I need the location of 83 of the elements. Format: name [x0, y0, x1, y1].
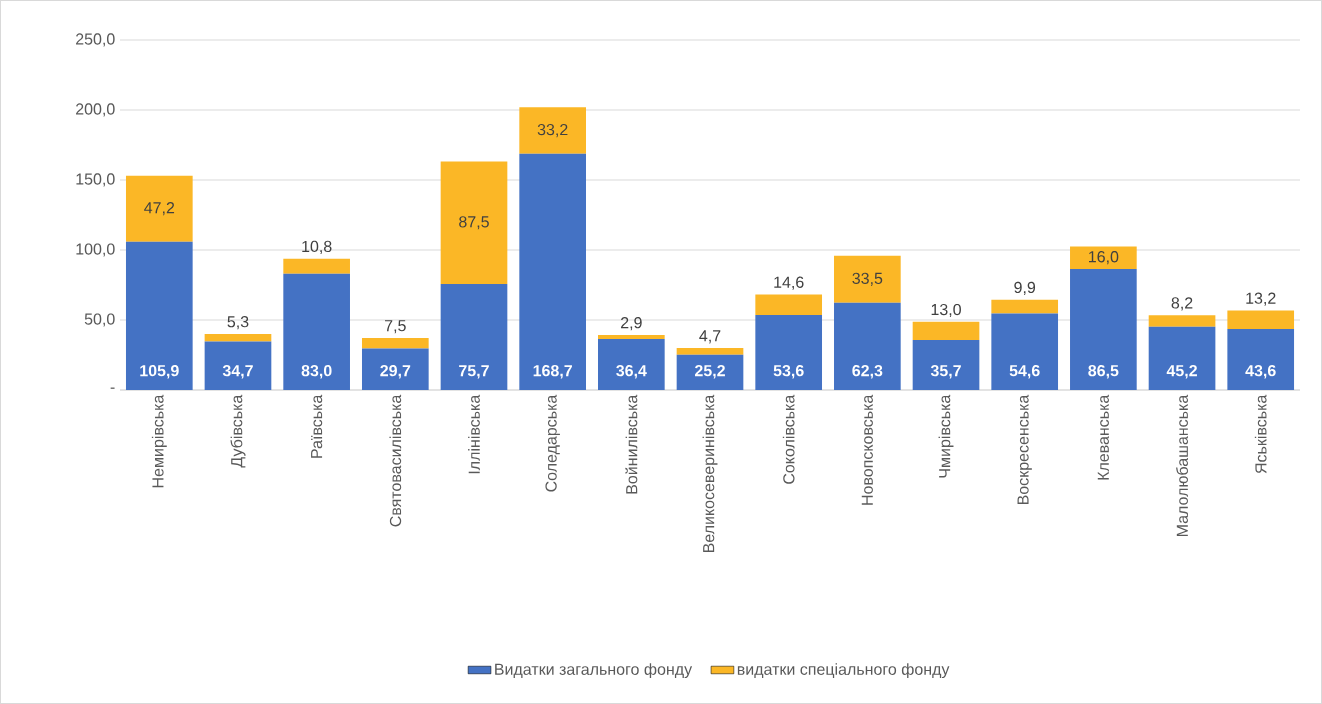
data-label: 45,2 [1166, 364, 1197, 379]
x-tick-label: Новопсковська [861, 394, 873, 505]
data-label: 2,9 [621, 317, 642, 331]
bar [204, 341, 272, 390]
bar [755, 314, 823, 390]
bar [598, 334, 665, 340]
data-label: 25,2 [695, 364, 725, 379]
data-label: 75,7 [459, 365, 489, 379]
x-tick-label: Соколівська [782, 394, 795, 484]
data-label: 8,2 [1171, 297, 1193, 311]
bar [1227, 310, 1295, 329]
data-label: 13,0 [931, 303, 961, 318]
x-tick-label: Соледарська [545, 394, 560, 492]
x-tick-label: Святовасилівська [389, 394, 402, 527]
data-label: 53,6 [773, 364, 804, 379]
x-tick-label: Клеванська [1097, 394, 1109, 480]
y-tick-label: 200,0 [76, 103, 115, 117]
data-label: 168,7 [533, 364, 572, 379]
data-label: 83,0 [301, 364, 332, 379]
y-tick-label: 250,0 [76, 33, 115, 47]
data-label: 62,3 [852, 364, 883, 379]
y-tick-label: 100,0 [76, 243, 115, 257]
y-tick-label: - [110, 387, 115, 389]
data-label: 33,5 [852, 272, 883, 286]
bar [519, 153, 586, 390]
bar [1070, 268, 1137, 390]
bar [204, 334, 272, 342]
x-tick-label: Раївська [311, 394, 323, 458]
bar [361, 348, 429, 390]
data-label: 35,7 [930, 364, 961, 379]
x-tick-label: Войнилівська [625, 394, 638, 494]
data-label: 34,7 [222, 364, 253, 379]
bar [361, 337, 429, 349]
data-label: 54,6 [1009, 364, 1040, 379]
bar [1070, 246, 1137, 269]
x-tick-label: Чмирівська [938, 394, 954, 478]
y-tick-label: 50,0 [84, 313, 115, 327]
data-label: 14,6 [774, 276, 804, 290]
x-tick-label: Малолюбашанська [1176, 394, 1188, 537]
data-label: 4,7 [699, 330, 721, 344]
bar [991, 299, 1059, 314]
bar [598, 339, 665, 390]
x-tick-label: Немирівська [151, 394, 167, 488]
legend-label: Видатки загального фонду [495, 663, 693, 679]
data-label: 16,0 [1089, 251, 1119, 265]
data-label: 10,8 [302, 240, 332, 254]
data-label: 43,6 [1245, 364, 1276, 379]
bar [125, 241, 193, 390]
bar [834, 302, 901, 390]
x-tick-label: Яськівська [1254, 394, 1267, 474]
bar [519, 107, 586, 154]
bar [676, 354, 744, 390]
data-label: 7,5 [385, 320, 406, 334]
data-label: 9,9 [1014, 281, 1036, 295]
data-label: 47,2 [144, 202, 175, 216]
x-tick-label: Дубівська [230, 394, 246, 468]
data-label: 87,5 [459, 216, 489, 230]
bar [1227, 328, 1295, 390]
legend-label: видатки спеціального фонду [737, 663, 950, 679]
data-label: 105,9 [140, 364, 179, 379]
data-label: 29,7 [380, 364, 411, 379]
bar [676, 348, 744, 355]
bar [912, 321, 980, 341]
bar [283, 258, 350, 274]
x-tick-label: Великосеверинівська [702, 394, 718, 553]
bar [991, 313, 1059, 390]
bar [440, 161, 508, 285]
x-tick-label: Іллінівська [468, 394, 480, 474]
bar [283, 273, 350, 390]
data-label: 13,2 [1246, 292, 1276, 306]
data-label: 5,3 [227, 316, 249, 330]
y-tick-label: 150,0 [76, 173, 115, 187]
bar [834, 255, 901, 303]
bar [1148, 326, 1216, 390]
data-label: 33,2 [537, 123, 568, 138]
bar [1148, 315, 1216, 327]
data-label: 86,5 [1088, 364, 1119, 379]
bar [912, 340, 980, 390]
x-tick-label: Воскресенська [1017, 394, 1032, 505]
bar [755, 294, 823, 315]
data-label: 36,4 [616, 364, 647, 379]
bar [440, 284, 508, 390]
bar [125, 175, 193, 242]
